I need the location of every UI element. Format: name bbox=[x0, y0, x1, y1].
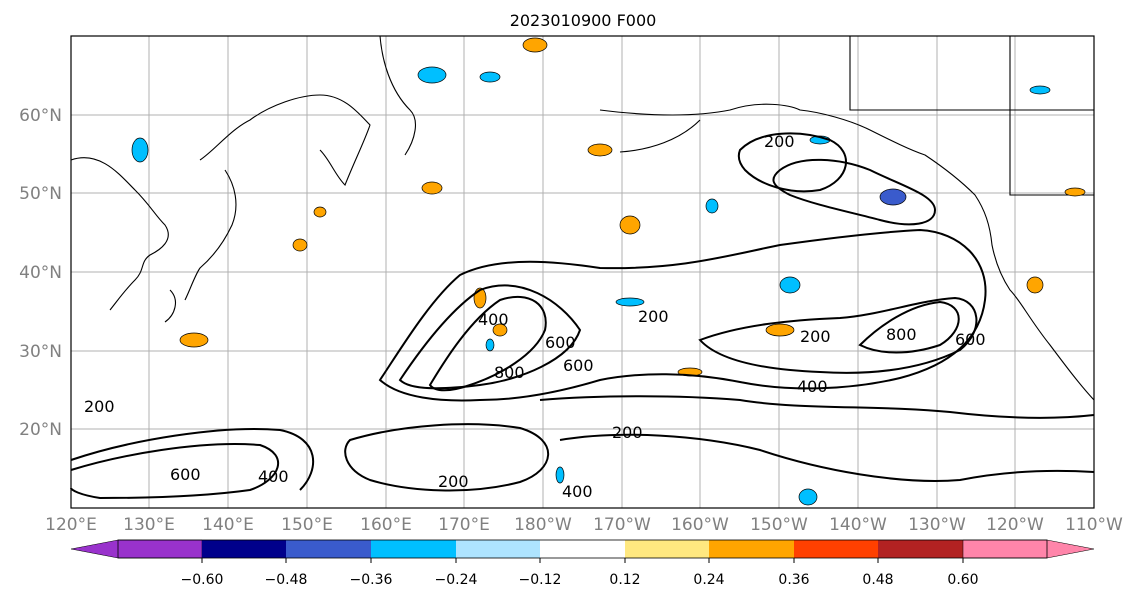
colorbar-swatch bbox=[878, 540, 963, 558]
map-panel: 200 200 200 200 200 200 400 400 400 400 … bbox=[70, 35, 1095, 509]
lon-label: 160°W bbox=[671, 515, 729, 535]
lon-label: 150°W bbox=[750, 515, 808, 535]
colorbar-swatch bbox=[286, 540, 371, 558]
shaded-anomalies bbox=[131, 37, 1086, 506]
lon-label: 140°W bbox=[829, 515, 887, 535]
colorbar: −0.60 −0.48 −0.36 −0.24 −0.12 0.12 0.24 … bbox=[70, 539, 1095, 588]
contour-label: 200 bbox=[638, 307, 669, 326]
contour-label: 400 bbox=[258, 467, 289, 486]
colorbar-swatch bbox=[202, 540, 286, 558]
lat-label: 20°N bbox=[19, 420, 62, 440]
contour-label: 200 bbox=[438, 472, 469, 491]
contour-label: 200 bbox=[764, 132, 795, 151]
colorbar-tick-label: −0.48 bbox=[265, 572, 308, 588]
colorbar-tick-labels: −0.60 −0.48 −0.36 −0.24 −0.12 0.12 0.24 … bbox=[181, 572, 979, 588]
contour-label: 800 bbox=[886, 325, 917, 344]
colorbar-tick-label: 0.48 bbox=[862, 572, 893, 588]
contour-label: 400 bbox=[797, 377, 828, 396]
colorbar-swatch bbox=[962, 539, 1095, 559]
colorbar-tick-label: −0.36 bbox=[350, 572, 393, 588]
contour-label: 800 bbox=[494, 363, 525, 382]
latitude-labels: 60°N 50°N 40°N 30°N 20°N bbox=[19, 106, 62, 440]
contour-label: 600 bbox=[170, 465, 201, 484]
contour-label: 600 bbox=[563, 356, 594, 375]
colorbar-tick-label: 0.12 bbox=[609, 572, 640, 588]
lon-label: 130°W bbox=[908, 515, 966, 535]
lon-label: 140°E bbox=[202, 515, 254, 535]
longitude-labels: 120°E 130°E 140°E 150°E 160°E 170°E 180°… bbox=[45, 515, 1123, 535]
contour-lines bbox=[70, 132, 1095, 500]
lon-label: 170°E bbox=[438, 515, 490, 535]
contour-label: 200 bbox=[612, 423, 643, 442]
colorbar-tick-label: −0.24 bbox=[435, 572, 478, 588]
colorbar-tick-label: −0.12 bbox=[519, 572, 562, 588]
lat-label: 50°N bbox=[19, 184, 62, 204]
colorbar-ticks bbox=[201, 558, 964, 563]
contour-label: 200 bbox=[84, 397, 115, 416]
colorbar-swatch bbox=[794, 540, 878, 558]
lon-label: 120°W bbox=[986, 515, 1044, 535]
map-title: 2023010900 F000 bbox=[510, 11, 657, 30]
colorbar-swatch bbox=[371, 540, 456, 558]
contour-label: 600 bbox=[545, 333, 576, 352]
colorbar-frame bbox=[117, 539, 1048, 559]
colorbar-tick-label: 0.24 bbox=[693, 572, 724, 588]
colorbar-swatch bbox=[456, 540, 540, 558]
lon-label: 170°W bbox=[593, 515, 651, 535]
lat-label: 30°N bbox=[19, 342, 62, 362]
contour-label-group: 200 200 200 200 200 200 400 400 400 400 … bbox=[84, 132, 986, 501]
colorbar-swatch bbox=[540, 540, 625, 558]
lon-label: 160°E bbox=[360, 515, 412, 535]
contour-label: 400 bbox=[562, 482, 593, 501]
coastlines bbox=[70, 35, 1095, 401]
colorbar-swatch bbox=[70, 539, 203, 559]
colorbar-swatch bbox=[625, 540, 709, 558]
colorbar-tick-label: −0.60 bbox=[181, 572, 224, 588]
gridlines bbox=[71, 36, 1094, 508]
contour-label: 400 bbox=[478, 310, 509, 329]
lon-label: 150°E bbox=[281, 515, 333, 535]
lon-label: 120°E bbox=[45, 515, 97, 535]
lon-label: 180°W bbox=[514, 515, 572, 535]
colorbar-swatch bbox=[709, 540, 794, 558]
colorbar-tick-label: 0.60 bbox=[947, 572, 978, 588]
lon-label: 130°E bbox=[123, 515, 175, 535]
colorbar-tick-label: 0.36 bbox=[778, 572, 809, 588]
lon-label: 110°W bbox=[1065, 515, 1123, 535]
lat-label: 60°N bbox=[19, 106, 62, 126]
map-frame bbox=[70, 35, 1095, 509]
contour-label: 600 bbox=[955, 330, 986, 349]
contour-label: 200 bbox=[800, 327, 831, 346]
lat-label: 40°N bbox=[19, 263, 62, 283]
